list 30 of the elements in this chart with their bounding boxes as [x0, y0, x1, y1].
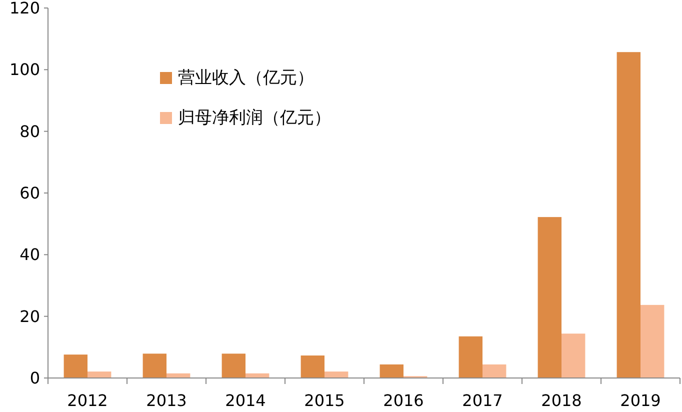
x-tick-label: 2017: [462, 391, 503, 410]
bar: [142, 354, 166, 378]
bar: [640, 304, 664, 378]
bar: [324, 372, 348, 378]
y-tick-label: 60: [20, 184, 40, 202]
bar: [482, 364, 506, 378]
y-tick-label: 100: [9, 60, 40, 80]
x-tick-label: 2019: [620, 391, 661, 410]
x-tick-label: 2013: [146, 391, 187, 410]
bar: [562, 334, 586, 378]
bar: [538, 217, 562, 378]
bar: [64, 354, 88, 378]
y-tick-label: 40: [20, 245, 40, 264]
x-tick-label: 2015: [304, 391, 345, 410]
legend-label: 营业收入（亿元）: [178, 68, 314, 88]
bar: [222, 354, 246, 378]
bar: [300, 355, 324, 378]
bar: [88, 372, 112, 378]
bar: [380, 364, 404, 378]
y-tick-label: 20: [20, 306, 40, 326]
y-tick-label: 0: [30, 368, 40, 388]
y-tick-label: 80: [20, 122, 40, 141]
x-tick-label: 2018: [541, 391, 582, 410]
bar: [616, 52, 640, 378]
x-tick-label: 2014: [225, 391, 266, 410]
bar: [458, 336, 482, 378]
x-tick-label: 2016: [383, 391, 424, 410]
y-tick-label: 120: [9, 0, 40, 18]
x-tick-label: 2012: [67, 391, 108, 410]
legend-label: 归母净利润（亿元）: [178, 108, 331, 128]
